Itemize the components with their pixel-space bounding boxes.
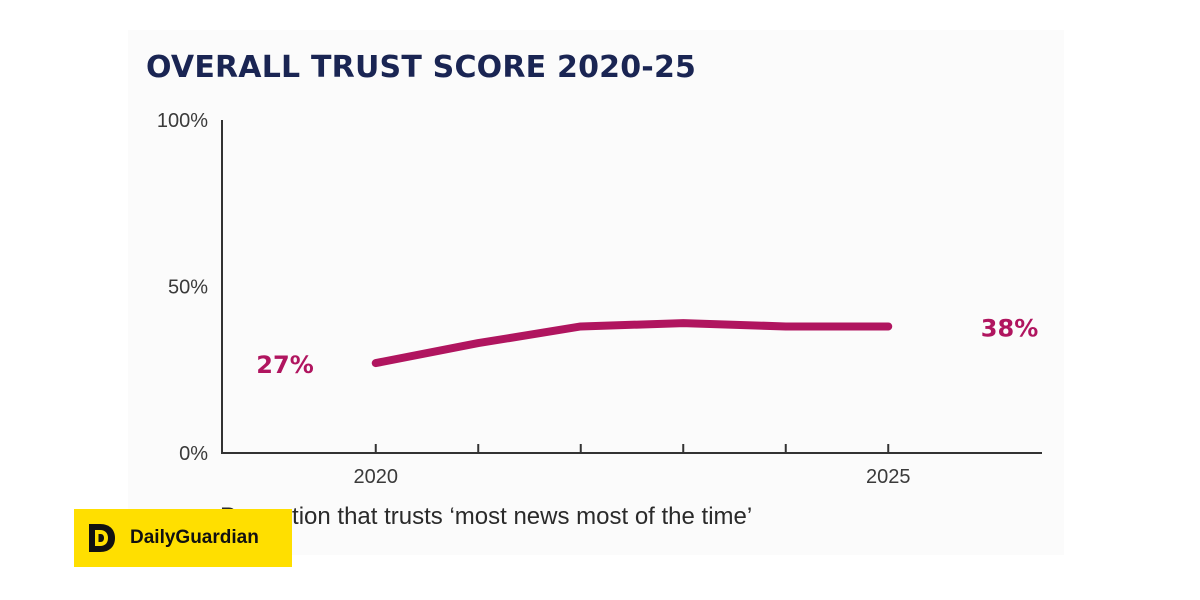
x-tick-label: 2025 xyxy=(866,466,911,488)
brand-badge: DailyGuardian xyxy=(74,509,292,567)
dg-logo-icon xyxy=(84,521,118,555)
brand-name: DailyGuardian xyxy=(130,527,259,548)
y-tick-label: 0% xyxy=(179,443,208,465)
chart-title: OVERALL TRUST SCORE 2020-25 xyxy=(146,50,697,85)
chart-ticks: 100% 50% 0% 2020 2025 xyxy=(157,110,911,488)
data-label: 27% xyxy=(256,351,313,379)
trust-score-line xyxy=(371,319,893,368)
chart-caption: Proportion that trusts ‘most news most o… xyxy=(220,503,753,530)
chart-series xyxy=(371,319,893,368)
chart-panel xyxy=(128,30,1064,555)
data-label: 38% xyxy=(981,314,1038,342)
y-tick-label: 50% xyxy=(168,277,208,299)
chart-data-labels: 27% 38% xyxy=(256,314,1038,379)
x-tick-label: 2020 xyxy=(354,466,399,488)
y-tick-label: 100% xyxy=(157,110,208,132)
chart-axes xyxy=(221,120,1042,454)
